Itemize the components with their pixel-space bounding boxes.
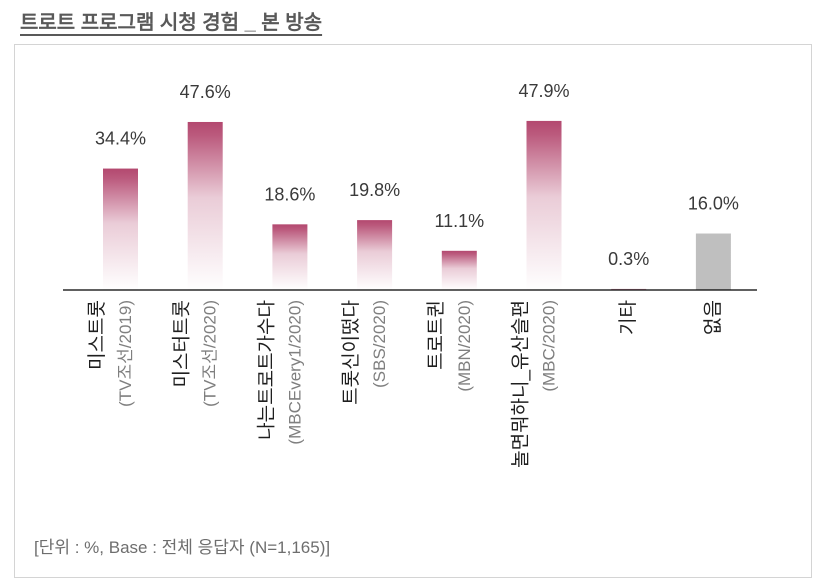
category-label-4: 트롯신이떴다 xyxy=(340,300,362,405)
value-label-6: 47.9% xyxy=(518,81,569,101)
category-label-3: 나는트로트가수다 xyxy=(255,300,277,440)
category-label-1: 미스트롯 xyxy=(86,300,108,370)
category-sublabel-3: (MBCEvery1/2020) xyxy=(285,300,304,445)
category-sublabel-4: (SBS/2020) xyxy=(370,300,389,388)
chart-title: 트로트 프로그램 시청 경험 _ 본 방송 xyxy=(20,12,323,34)
bar-8 xyxy=(695,233,731,290)
category-sublabel-5: (MBN/2020) xyxy=(455,300,474,392)
bar-4 xyxy=(357,220,393,290)
bar-6 xyxy=(526,120,562,291)
bar-5 xyxy=(441,250,477,290)
value-label-5: 11.1% xyxy=(434,211,484,231)
chart-footnote: [단위 : %, Base : 전체 응답자 (N=1,165)] xyxy=(34,538,331,557)
category-sublabel-6: (MBC/2020) xyxy=(540,300,559,392)
value-label-4: 19.8% xyxy=(349,180,400,200)
category-sublabel-2: (TV조선/2020) xyxy=(201,300,220,407)
category-label-6: 놀면뭐하니_유산슬편 xyxy=(510,300,532,468)
category-label-7: 기타 xyxy=(617,300,639,335)
category-label-8: 없음 xyxy=(702,300,724,335)
category-label-5: 트로트퀸 xyxy=(425,300,447,370)
value-label-7: 0.3% xyxy=(608,249,649,269)
value-label-3: 18.6% xyxy=(264,184,315,204)
bar-3 xyxy=(272,224,308,290)
value-label-1: 34.4% xyxy=(95,129,146,149)
bar-2 xyxy=(187,121,223,290)
bar-1 xyxy=(103,168,138,290)
value-label-2: 47.6% xyxy=(180,82,231,102)
category-sublabel-1: (TV조선/2019) xyxy=(116,300,135,407)
chart-frame xyxy=(14,44,812,578)
value-label-8: 16.0% xyxy=(688,194,739,214)
category-label-2: 미스터트롯 xyxy=(171,300,193,387)
